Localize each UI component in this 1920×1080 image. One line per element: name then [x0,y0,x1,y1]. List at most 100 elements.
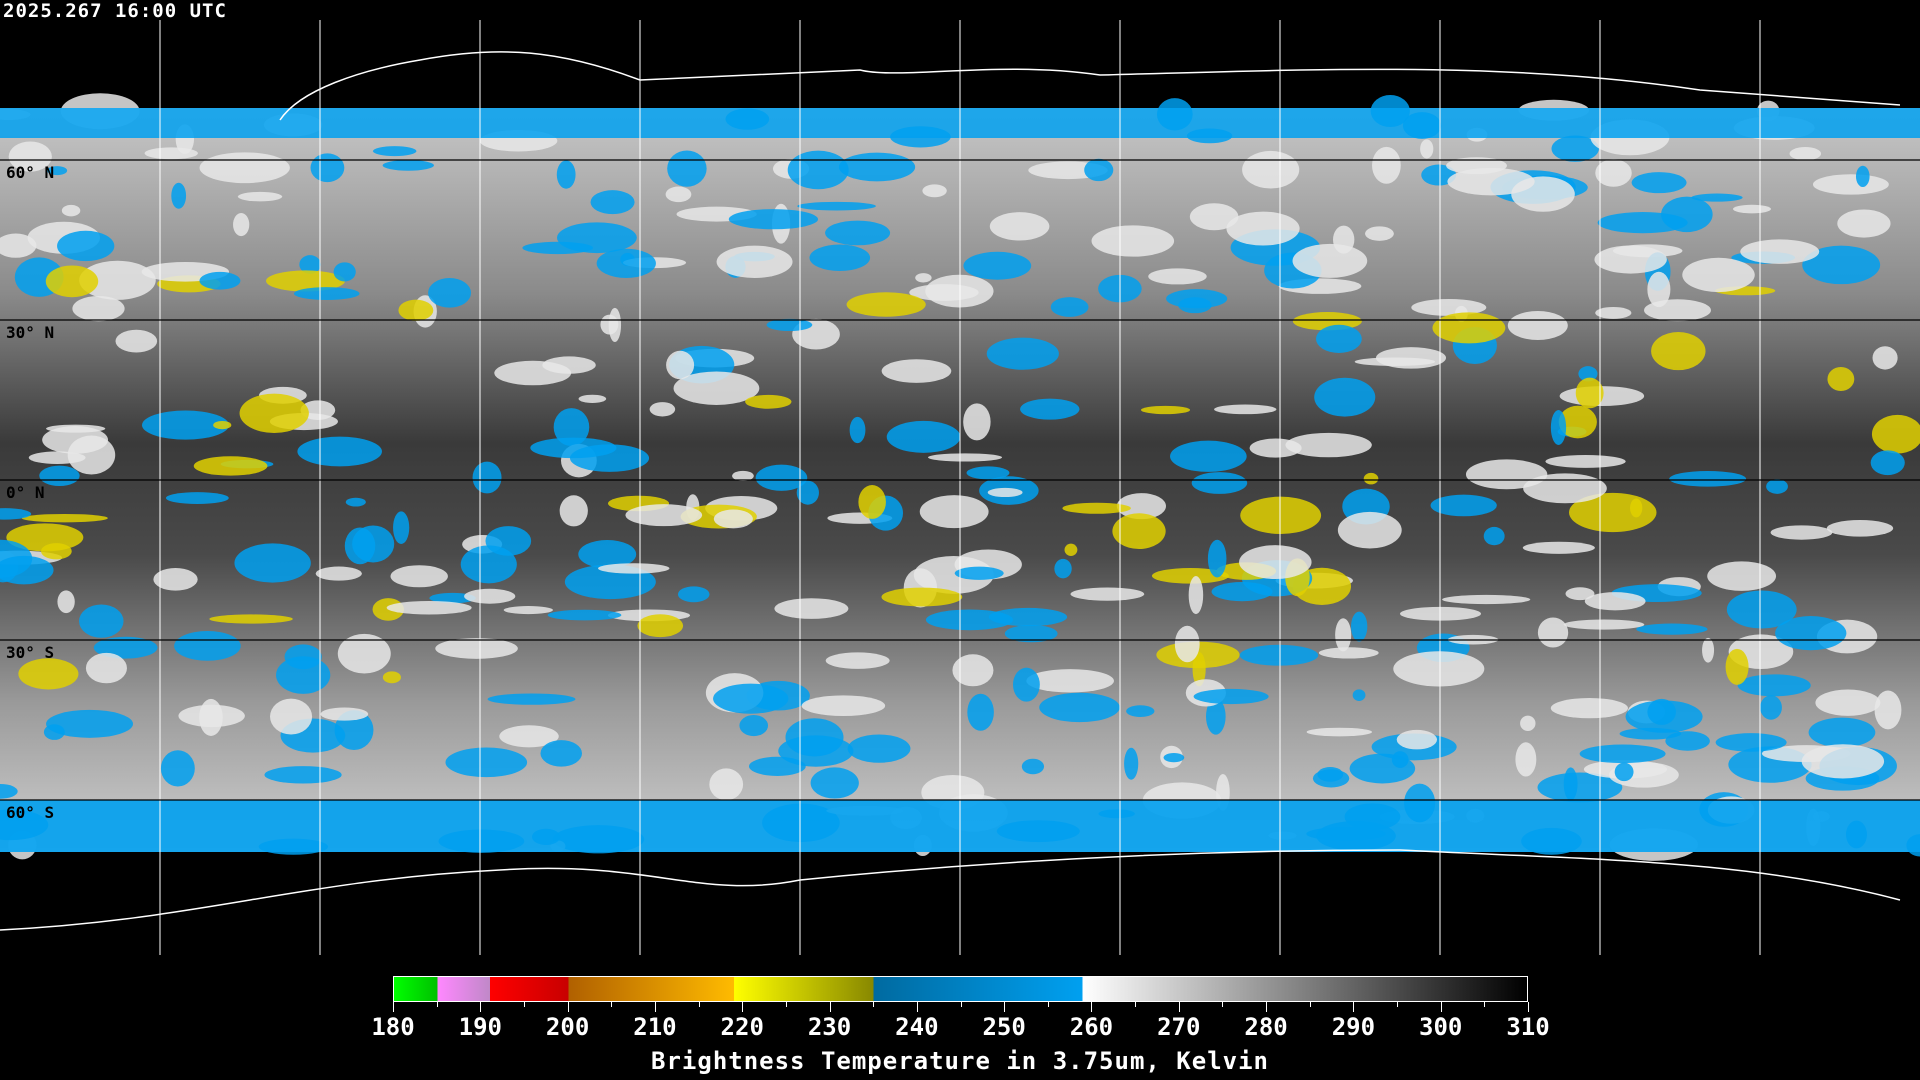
cloud-patch [637,614,684,638]
cloud-patch [542,356,596,374]
cloud-patch [1442,594,1531,605]
cloud-patch [320,707,369,721]
cloud-layer [0,93,1920,861]
cloud-patch [115,329,158,353]
colorbar-tick-label: 300 [1419,1013,1463,1041]
cloud-patch [21,513,108,523]
cloud-patch [1396,729,1438,750]
colorbar-tick-label: 240 [895,1013,939,1041]
cloud-patch [1522,541,1595,554]
cloud-patch [0,233,37,258]
cloud-patch [728,209,819,230]
cloud-patch [8,141,52,172]
cloud-patch [1140,405,1191,415]
cloud-patch [1188,576,1204,615]
cloud-patch [1432,312,1506,344]
cloud-patch [1647,698,1676,725]
colorbar-tick-label: 220 [720,1013,764,1041]
cloud-patch [846,292,926,317]
colorbar-tick [1397,1002,1399,1007]
cloud-patch [46,424,106,433]
cloud-patch [39,465,80,486]
cloud-patch [333,262,356,282]
cloud-patch [472,461,502,494]
cloud-patch [1306,727,1373,737]
cloud-patch [745,394,792,409]
cloud-patch [0,783,18,799]
cloud-patch [57,230,115,262]
cloud-patch [1872,346,1898,370]
cloud-patch [755,464,808,491]
colorbar-tick [523,1002,525,1007]
colorbar-tick [698,1002,700,1007]
cloud-patch [46,709,134,738]
cloud-patch [1737,674,1811,697]
cloud-patch [18,658,79,690]
cloud-patch [41,543,72,560]
cloud-patch [1855,165,1870,188]
colorbar-tick-label: 290 [1331,1013,1376,1041]
cloud-patch [199,152,290,184]
cloud-patch [847,734,911,763]
cloud-patch [1349,753,1416,784]
cloud-patch [1766,479,1788,494]
cloud-patch [352,525,395,563]
cloud-patch [1365,226,1394,241]
cloud-patch [989,212,1050,241]
cloud-patch [1465,459,1548,490]
cloud-patch [1012,667,1040,702]
colorbar-tick [1047,1002,1049,1007]
cloud-patch [1239,644,1319,666]
cloud-patch [1682,257,1755,293]
cloud-patch [881,359,952,383]
cloud-patch [1124,747,1139,780]
cloud-patch [337,633,391,674]
cloud-patch [886,420,961,453]
cloud-patch [713,509,753,529]
cloud-patch [1352,689,1366,701]
cloud-patch [487,693,576,705]
cloud-patch [1420,139,1434,159]
cloud-patch [1874,690,1902,730]
cloud-patch [1091,225,1175,257]
cloud-patch [1242,150,1300,189]
cloud-patch [608,307,622,343]
cloud-patch [1026,669,1114,693]
cloud-patch [1126,705,1155,717]
cloud-patch [310,153,345,183]
cloud-patch [485,526,532,556]
cloud-patch [1870,450,1905,476]
cloud-patch [1226,211,1300,246]
colorbar-tick-label: 260 [1069,1013,1114,1041]
cloud-patch [1715,733,1787,752]
cloud-patch [398,299,434,321]
cloud-patch [967,693,994,731]
cloud-patch [1363,472,1379,485]
cloud-patch [709,768,744,801]
cloud-patch [61,204,81,217]
colorbar-tick-label: 270 [1157,1013,1201,1041]
cloud-patch [766,318,813,332]
cloud-patch [1430,494,1497,517]
cloud-patch [677,586,710,603]
cloud-patch [1116,493,1166,520]
cloud-patch [732,470,754,481]
cloud-patch [1084,158,1114,182]
cloud-patch [1292,243,1368,278]
cloud-patch [1594,245,1667,274]
cloud-patch [1801,744,1885,779]
colorbar-tick-label: 280 [1244,1013,1288,1041]
lat-label-30s: 30° S [6,643,55,662]
cloud-patch [919,495,989,529]
cloud-patch [557,222,637,254]
colorbar-title: Brightness Temperature in 3.75um, Kelvin [651,1047,1269,1075]
cloud-patch [171,182,187,209]
cloud-patch [1647,271,1671,308]
cloud-patch [986,337,1059,370]
cloud-patch [1770,525,1833,540]
cloud-patch [559,495,588,527]
cloud-patch [1537,772,1623,803]
cloud-patch [1191,472,1248,494]
colorbar-tick [393,1002,394,1012]
lat-label-60n: 60° N [6,163,55,182]
